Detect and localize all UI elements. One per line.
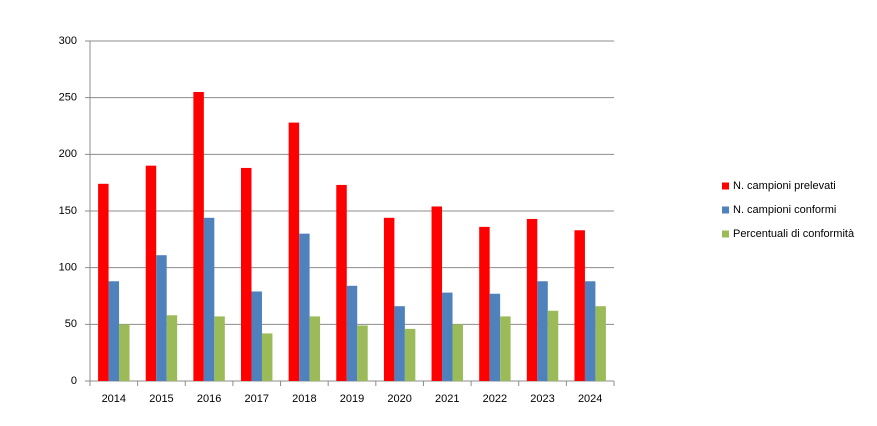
x-tick-label: 2024 <box>578 393 602 405</box>
bar <box>383 217 395 381</box>
bar <box>251 291 262 381</box>
x-tick-label: 2017 <box>244 393 268 405</box>
legend-swatch <box>722 182 729 190</box>
x-tick-label: 2022 <box>483 393 507 405</box>
y-tick-label: 250 <box>59 92 77 104</box>
bar <box>145 165 157 381</box>
legend-label: N. campioni prelevati <box>733 180 836 192</box>
bar <box>119 324 130 381</box>
y-tick-label: 300 <box>59 35 77 47</box>
bar <box>431 206 443 381</box>
bar <box>288 122 300 381</box>
bar <box>357 325 368 381</box>
legend-label: Percentuali di conformità <box>733 228 855 240</box>
y-tick-label: 50 <box>65 318 77 330</box>
bar <box>261 333 273 381</box>
x-tick-label: 2018 <box>292 393 316 405</box>
bar <box>574 230 585 381</box>
bar <box>489 293 501 381</box>
x-tick-label: 2016 <box>197 393 221 405</box>
x-tick-label: 2014 <box>102 393 126 405</box>
legend-swatch <box>722 230 729 238</box>
x-tick-label: 2015 <box>149 393 173 405</box>
x-tick-label: 2019 <box>340 393 364 405</box>
bar <box>214 316 225 381</box>
y-tick-label: 150 <box>59 205 77 217</box>
bar <box>336 184 347 381</box>
y-tick-label: 200 <box>59 148 77 160</box>
bar <box>526 218 538 381</box>
x-tick-label: 2021 <box>435 393 459 405</box>
bar <box>98 183 109 381</box>
bar <box>404 328 416 381</box>
bar <box>299 233 310 381</box>
bar <box>108 281 120 381</box>
x-tick-label: 2023 <box>530 393 554 405</box>
bar <box>479 226 490 381</box>
bar <box>537 281 548 381</box>
bar <box>442 292 453 381</box>
bar <box>241 167 252 381</box>
bar <box>156 255 167 381</box>
bar <box>595 306 606 381</box>
x-tick-label: 2020 <box>387 393 411 405</box>
bar <box>584 281 596 381</box>
legend-label: N. campioni conformi <box>733 204 836 216</box>
bar <box>500 316 511 381</box>
bar <box>547 310 559 381</box>
bar <box>166 315 178 381</box>
bar <box>346 285 358 381</box>
y-tick-label: 100 <box>59 262 77 274</box>
bar <box>203 217 215 381</box>
bar <box>193 92 204 381</box>
bar <box>309 316 321 381</box>
bar <box>394 306 405 381</box>
bar <box>452 324 463 381</box>
y-tick-label: 0 <box>71 375 77 387</box>
legend-swatch <box>722 206 729 214</box>
